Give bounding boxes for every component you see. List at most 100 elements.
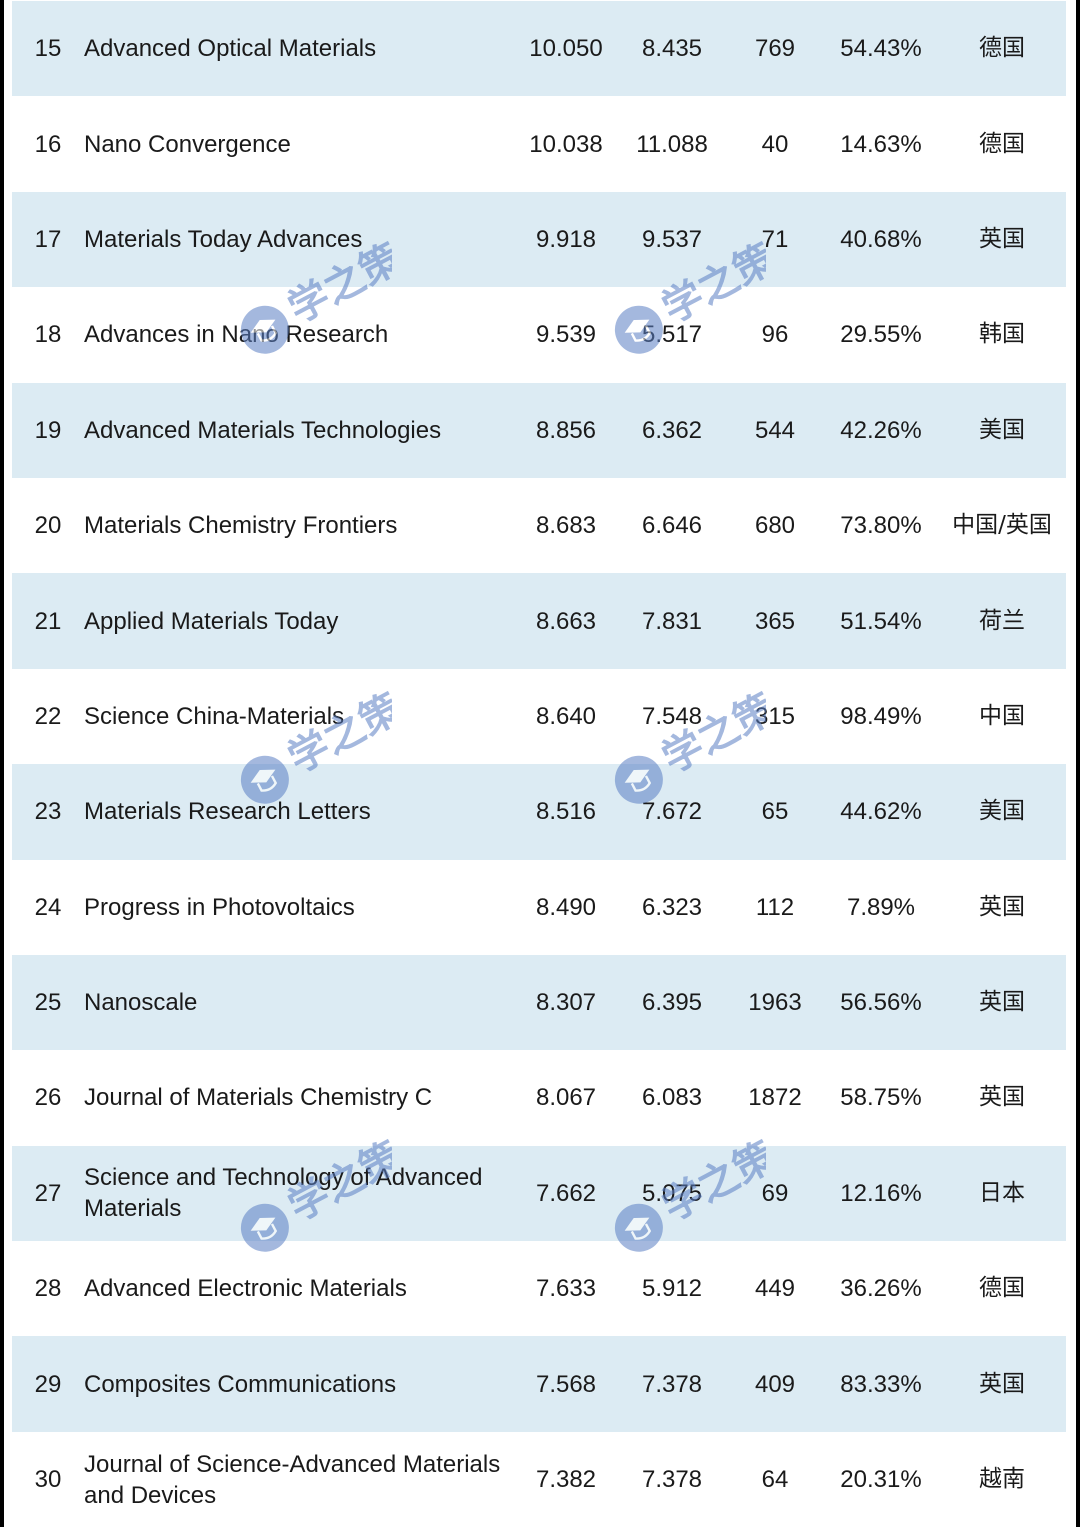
country-cell: 德国 [979,1275,1025,1302]
table-row: 24 Progress in Photovoltaics 8.490 6.323 112… [12,859,1066,955]
rank-cell: 24 [34,893,62,921]
impact-factor-cell: 10.050 [529,35,603,63]
impact-factor-cell: 8.490 [535,893,597,921]
percentage-cell: 98.49% [840,702,922,730]
article-count-cell: 71 [761,225,789,253]
article-count-cell: 96 [761,321,789,349]
journal-name-cell: Advanced Optical Materials [84,35,377,63]
percentage-cell: 51.54% [840,607,922,635]
impact-factor-cell: 8.307 [535,989,597,1017]
table-row: 21 Applied Materials Today 8.663 7.831 365 51… [12,573,1066,669]
five-year-impact-cell: 9.537 [641,225,703,253]
article-count-cell: 680 [754,512,796,540]
five-year-impact-cell: 7.548 [641,702,703,730]
five-year-impact-cell: 6.083 [641,1084,703,1112]
table-row: 19 Advanced Materials Technologies 8.856 6.… [12,382,1066,478]
country-cell: 荷兰 [979,607,1025,634]
table-row: 16 Nano Convergence 10.038 11.088 40 14.63% 德国 [12,96,1066,192]
article-count-cell: 409 [754,1370,796,1398]
journal-name-cell: Nano Convergence [84,130,291,158]
impact-factor-cell: 8.683 [535,512,597,540]
article-count-cell: 365 [754,607,796,635]
rank-cell: 25 [34,989,62,1017]
table-row: 30 Journal of Science-Advanced Materials … [12,1431,1066,1527]
table-row: 26 Journal of Materials Chemistry C 8.067 6… [12,1050,1066,1146]
country-cell: 德国 [979,35,1025,62]
table-row: 22 Science China-Materials 8.640 7.548 315 98… [12,668,1066,765]
five-year-impact-cell: 6.323 [641,893,703,921]
table-row: 28 Advanced Electronic Materials 7.633 5.91… [12,1241,1066,1337]
impact-factor-cell: 8.856 [535,416,597,444]
rank-cell: 21 [34,607,62,635]
percentage-cell: 83.33% [840,1370,922,1398]
article-count-cell: 769 [754,35,796,63]
country-cell: 中国 [979,702,1025,729]
table-row: 23 Materials Research Letters 8.516 7.672 65… [12,764,1066,860]
country-cell: 美国 [979,798,1025,825]
article-count-cell: 69 [761,1179,789,1207]
impact-factor-cell: 8.067 [535,1084,597,1112]
rank-cell: 26 [34,1084,62,1112]
journal-name-cell: Advances in Nano Research [84,321,389,349]
rank-cell: 22 [34,702,62,730]
journal-name-cell: Materials Today Advances [84,225,363,253]
article-count-cell: 1963 [748,989,802,1017]
impact-factor-cell: 10.038 [529,130,603,158]
article-count-cell: 315 [754,702,796,730]
country-cell: 英国 [979,989,1025,1016]
rank-cell: 20 [34,512,62,540]
five-year-impact-cell: 6.362 [641,416,703,444]
country-cell: 美国 [979,416,1025,443]
percentage-cell: 56.56% [840,989,922,1017]
journal-name-cell: Composites Communications [84,1370,397,1398]
journal-ranking-table: 15 Advanced Optical Materials 10.050 8.435 7… [12,1,1066,1527]
rank-cell: 19 [34,416,62,444]
journal-name-cell: Nanoscale [84,989,198,1017]
table-row: 20 Materials Chemistry Frontiers 8.683 6.64… [12,477,1066,574]
article-count-cell: 40 [761,130,789,158]
five-year-impact-cell: 11.088 [636,130,708,158]
table-row: 27 Science and Technology of Advanced Mat… [12,1145,1066,1242]
rank-cell: 27 [34,1179,62,1207]
journal-name-cell: Science and Technology of Advanced Mater… [84,1164,483,1223]
journal-name-cell: Advanced Electronic Materials [84,1275,407,1303]
country-cell: 英国 [979,225,1025,252]
article-count-cell: 64 [761,1466,789,1494]
journal-name-cell: Applied Materials Today [84,607,339,635]
rank-cell: 23 [34,798,62,826]
article-count-cell: 449 [754,1275,796,1303]
country-cell: 韩国 [979,321,1025,348]
five-year-impact-cell: 6.646 [641,512,703,540]
impact-factor-cell: 7.662 [535,1179,597,1207]
impact-factor-cell: 8.663 [535,607,597,635]
rank-cell: 28 [34,1275,62,1303]
rank-cell: 29 [34,1370,62,1398]
five-year-impact-cell: 8.435 [641,35,703,63]
rank-cell: 30 [34,1466,62,1494]
impact-factor-cell: 7.382 [535,1466,597,1494]
article-count-cell: 544 [754,416,796,444]
impact-factor-cell: 7.633 [535,1275,597,1303]
journal-name-cell: Advanced Materials Technologies [84,416,442,444]
five-year-impact-cell: 6.395 [641,989,703,1017]
country-cell: 英国 [979,1370,1025,1397]
rank-cell: 15 [34,35,62,63]
country-cell: 英国 [979,893,1025,920]
impact-factor-cell: 7.568 [535,1370,597,1398]
percentage-cell: 12.16% [840,1179,922,1207]
rank-cell: 18 [34,321,62,349]
percentage-cell: 54.43% [840,35,922,63]
percentage-cell: 36.26% [840,1275,922,1303]
percentage-cell: 58.75% [840,1084,922,1112]
percentage-cell: 29.55% [840,321,922,349]
percentage-cell: 14.63% [840,130,922,158]
country-cell: 英国 [979,1084,1025,1111]
journal-name-cell: Progress in Photovoltaics [84,893,355,921]
percentage-cell: 20.31% [840,1466,922,1494]
table-row: 29 Composites Communications 7.568 7.378 409… [12,1336,1066,1432]
percentage-cell: 44.62% [840,798,922,826]
table-row: 25 Nanoscale 8.307 6.395 1963 56.56% 英国 [12,954,1066,1051]
rank-cell: 16 [34,130,62,158]
five-year-impact-cell: 5.075 [641,1179,703,1207]
